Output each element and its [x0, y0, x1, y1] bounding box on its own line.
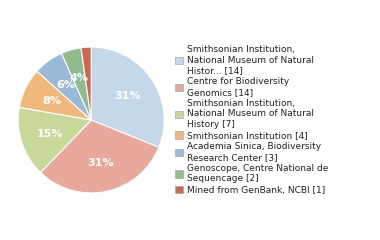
Wedge shape [81, 47, 91, 120]
Text: 15%: 15% [36, 129, 63, 138]
Text: 8%: 8% [43, 96, 61, 106]
Text: 6%: 6% [56, 80, 75, 90]
Text: 31%: 31% [114, 90, 141, 101]
Text: 4%: 4% [70, 73, 89, 83]
Wedge shape [19, 71, 91, 120]
Wedge shape [37, 53, 91, 120]
Wedge shape [18, 107, 91, 173]
Wedge shape [41, 120, 159, 193]
Wedge shape [91, 47, 164, 147]
Legend: Smithsonian Institution,
National Museum of Natural
Histor... [14], Centre for B: Smithsonian Institution, National Museum… [173, 43, 330, 197]
Wedge shape [62, 48, 91, 120]
Text: 31%: 31% [87, 158, 114, 168]
